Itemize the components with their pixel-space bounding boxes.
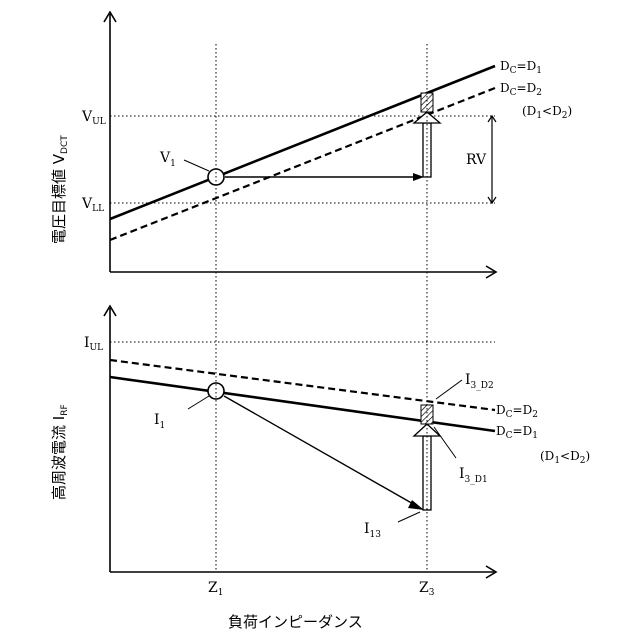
- z1-tick-label: Z1: [208, 580, 223, 598]
- iul-tick-label: IUL: [84, 335, 103, 353]
- bottom-dc-d2-label: DC=D2: [496, 403, 538, 420]
- vll-tick-label: VLL: [81, 196, 104, 214]
- i13-label: I13: [364, 521, 381, 540]
- v1-label: V1: [159, 150, 176, 169]
- vul-tick-label: VUL: [81, 109, 106, 127]
- z3-tick-label: Z3: [419, 580, 435, 598]
- bottom-panel: I1 I13 I3_D2 I3_D1 IUL DC=D2 DC=D1 (D1<D…: [50, 306, 590, 578]
- top-panel: V1 RV VUL VLL DC=D1 DC=D2 (D1<D2) 電圧目標値 …: [50, 12, 572, 278]
- i1-to-i13-arrowhead: [408, 500, 424, 510]
- dc-d1-line-bottom: [110, 377, 495, 431]
- x-axis-title: 負荷インピーダンス: [228, 613, 363, 631]
- top-y-axis-title: 電圧目標値 VDCT: [50, 135, 70, 244]
- dc-d1-line-top: [110, 66, 495, 219]
- i1-to-i13-arrow: [224, 396, 415, 505]
- rv-label: RV: [466, 152, 487, 168]
- bottom-dc-d1-label: DC=D1: [496, 424, 538, 441]
- i3d2-label: I3_D2: [465, 372, 494, 391]
- i1-leader: [188, 396, 209, 409]
- i3d1-label: I3_D1: [459, 466, 488, 485]
- i13-leader: [398, 512, 420, 522]
- bottom-condition-label: (D1<D2): [540, 449, 590, 466]
- v1-leader: [184, 160, 209, 171]
- i3d1-leader: [434, 427, 456, 458]
- i3d2-leader: [436, 380, 462, 399]
- top-condition-label: (D1<D2): [522, 104, 572, 121]
- top-dc-d1-label: DC=D1: [500, 59, 542, 76]
- i1-label: I1: [154, 412, 165, 431]
- top-dc-d2-label: DC=D2: [500, 81, 542, 98]
- bottom-y-axis-title: 高周波電流 IRF: [50, 404, 70, 500]
